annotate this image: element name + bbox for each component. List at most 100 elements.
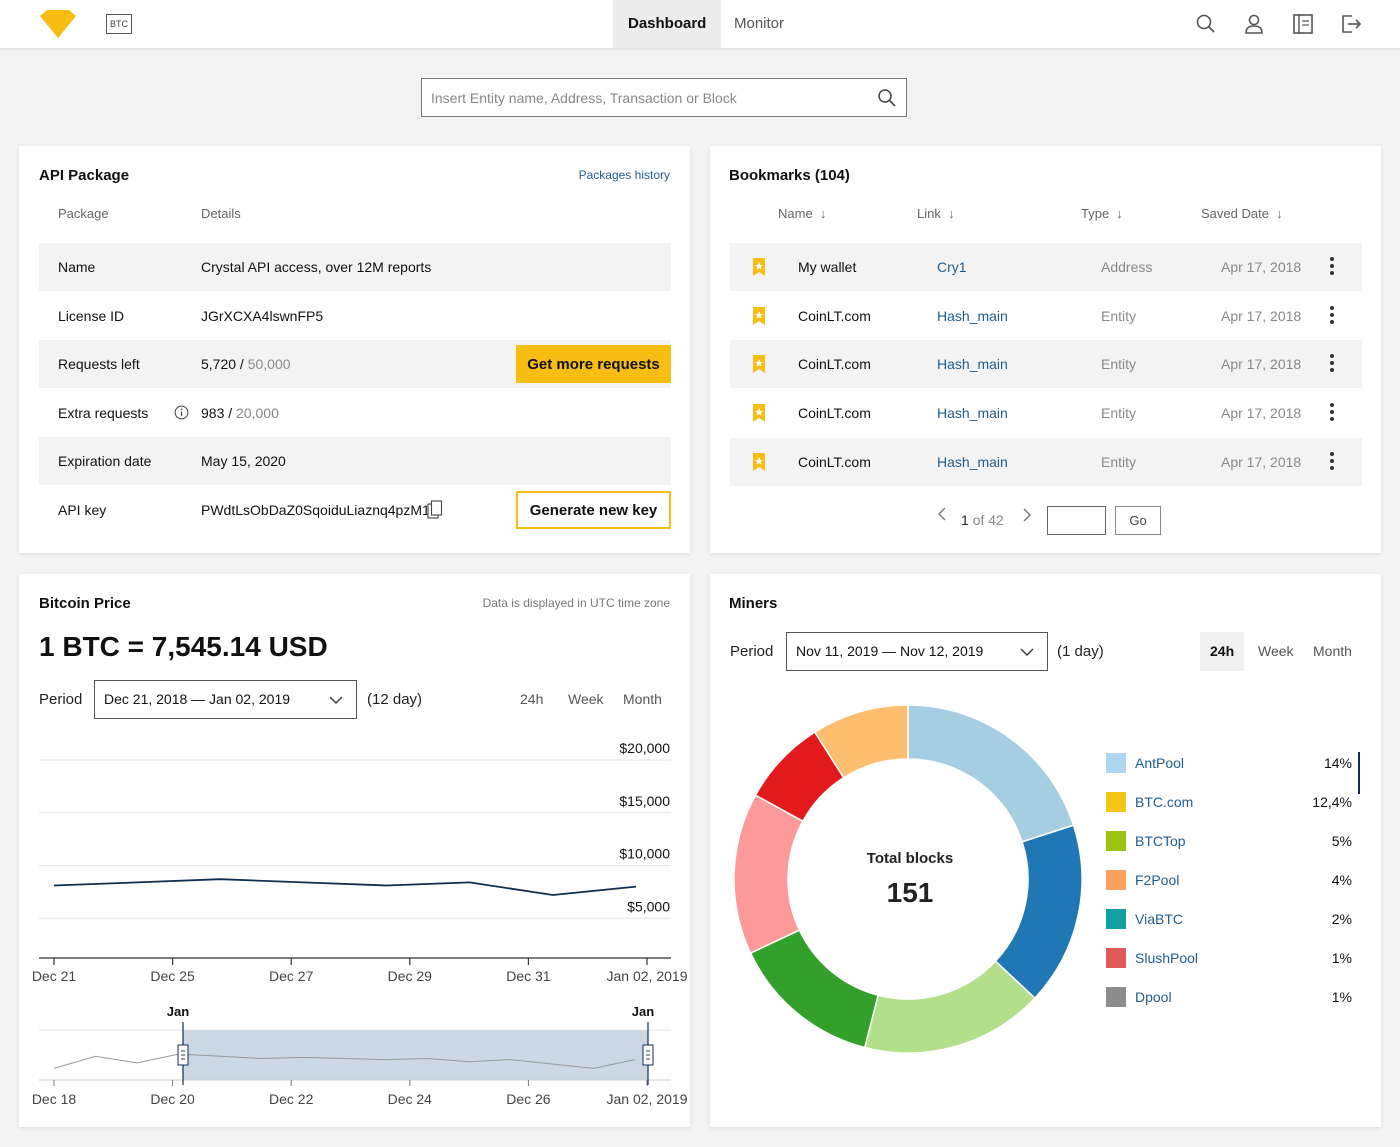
donut-slice[interactable] bbox=[863, 960, 1036, 1054]
bookmark-row[interactable]: CoinLT.com Hash_main Entity Apr 17, 2018 bbox=[730, 340, 1362, 389]
donut-center-value: 151 bbox=[886, 877, 934, 908]
search-input[interactable] bbox=[422, 79, 862, 116]
range-week[interactable]: Week bbox=[568, 691, 604, 707]
bookmark-link[interactable]: Hash_main bbox=[937, 356, 1008, 373]
navigator-selection[interactable] bbox=[183, 1030, 648, 1080]
search-bar bbox=[421, 78, 907, 117]
legend-name[interactable]: Dpool bbox=[1135, 989, 1172, 1005]
sort-link-header[interactable]: Link ↓ bbox=[917, 206, 955, 221]
bookmark-link[interactable]: Hash_main bbox=[937, 405, 1008, 422]
legend-item[interactable]: F2Pool 4% bbox=[1106, 869, 1352, 891]
row-label: License ID bbox=[58, 308, 125, 324]
range-24h[interactable]: 24h bbox=[1200, 632, 1245, 671]
x-tick-label: Dec 25 bbox=[150, 968, 195, 984]
get-more-requests-button[interactable]: Get more requests bbox=[516, 345, 671, 383]
period-select[interactable]: Dec 21, 2018 — Jan 02, 2019 bbox=[94, 680, 357, 719]
range-week[interactable]: Week bbox=[1258, 643, 1294, 659]
legend-item[interactable]: Dpool 1% bbox=[1106, 986, 1352, 1008]
navigator-tick-label: Dec 24 bbox=[388, 1091, 433, 1107]
y-tick-label: $5,000 bbox=[627, 898, 670, 914]
copy-icon[interactable] bbox=[427, 500, 443, 520]
legend-name[interactable]: BTCTop bbox=[1135, 833, 1186, 849]
bookmark-star-icon[interactable] bbox=[752, 452, 766, 472]
more-options-icon[interactable] bbox=[1330, 451, 1336, 472]
more-options-icon[interactable] bbox=[1330, 305, 1336, 326]
more-options-icon[interactable] bbox=[1330, 403, 1336, 423]
go-button[interactable]: Go bbox=[1115, 506, 1161, 535]
tab-monitor[interactable]: Monitor bbox=[734, 15, 785, 32]
diamond-logo-icon[interactable] bbox=[38, 10, 78, 40]
period-label: Period bbox=[730, 643, 774, 660]
bookmarks-card: Bookmarks (104) Name ↓ Link ↓ Type ↓ Sav… bbox=[710, 146, 1381, 553]
legend-name[interactable]: BTC.com bbox=[1135, 794, 1194, 810]
range-24h[interactable]: 24h bbox=[520, 691, 544, 707]
bookmark-link[interactable]: Hash_main bbox=[937, 453, 1008, 470]
legend-item[interactable]: SlushPool 1% bbox=[1106, 947, 1352, 969]
search-icon[interactable] bbox=[877, 88, 897, 108]
sort-name-header[interactable]: Name ↓ bbox=[778, 206, 827, 221]
legend-scrollbar[interactable] bbox=[1358, 752, 1360, 794]
legend-name[interactable]: AntPool bbox=[1135, 755, 1185, 771]
navigator-tick-label: Dec 18 bbox=[32, 1091, 77, 1107]
navigator-label: Jan bbox=[632, 1004, 654, 1019]
legend-item[interactable]: BTCTop 5% bbox=[1106, 830, 1352, 852]
bookmark-link[interactable]: Cry1 bbox=[937, 259, 967, 275]
navigator-series-line bbox=[53, 1053, 636, 1069]
donut-slice[interactable] bbox=[749, 929, 880, 1049]
bookmark-date: Apr 17, 2018 bbox=[1221, 259, 1302, 275]
legend-name[interactable]: SlushPool bbox=[1135, 950, 1199, 966]
extra-requests-row: Extra requests 983 / 20,000 bbox=[39, 389, 671, 437]
bookmark-link[interactable]: Hash_main bbox=[937, 307, 1008, 324]
generate-new-key-button[interactable]: Generate new key bbox=[516, 491, 671, 529]
legend-name[interactable]: ViaBTC bbox=[1135, 911, 1183, 927]
row-label: Requests left bbox=[58, 356, 140, 372]
tab-dashboard[interactable]: Dashboard bbox=[613, 0, 722, 48]
packages-history-link[interactable]: Packages history bbox=[578, 168, 670, 182]
more-options-icon[interactable] bbox=[1330, 257, 1336, 277]
document-icon[interactable] bbox=[1292, 13, 1314, 35]
page-number-input[interactable] bbox=[1047, 506, 1106, 535]
search-icon[interactable] bbox=[1195, 13, 1217, 35]
logout-icon[interactable] bbox=[1340, 13, 1362, 35]
bookmark-date: Apr 17, 2018 bbox=[1221, 307, 1302, 324]
price-line-chart[interactable]: $20,000 $15,000 $10,000 $5,000 Dec 21 Dec 25 D… bbox=[19, 734, 690, 1114]
x-tick-label: Dec 31 bbox=[506, 968, 551, 984]
miners-card: Miners Period Nov 11, 2019 — Nov 12, 201… bbox=[710, 574, 1381, 1127]
price-series-line[interactable] bbox=[53, 878, 637, 896]
range-month[interactable]: Month bbox=[1313, 643, 1352, 659]
bookmark-star-icon[interactable] bbox=[752, 306, 766, 326]
navigator-tick-label: Dec 20 bbox=[150, 1091, 195, 1107]
bookmark-star-icon[interactable] bbox=[752, 257, 766, 277]
more-options-icon[interactable] bbox=[1330, 354, 1336, 374]
bookmark-row[interactable]: CoinLT.com Hash_main Entity Apr 17, 2018 bbox=[730, 389, 1362, 437]
card-title: API Package bbox=[39, 167, 130, 184]
sort-type-header[interactable]: Type ↓ bbox=[1081, 206, 1123, 221]
donut-slice[interactable] bbox=[813, 704, 909, 779]
legend-item[interactable]: ViaBTC 2% bbox=[1106, 908, 1352, 930]
legend-item[interactable]: AntPool 14% bbox=[1106, 752, 1352, 774]
sort-date-header[interactable]: Saved Date ↓ bbox=[1201, 206, 1283, 221]
donut-slice[interactable] bbox=[907, 704, 1075, 843]
legend-swatch bbox=[1106, 948, 1126, 968]
navigator-tick-label: Dec 22 bbox=[269, 1091, 314, 1107]
prev-page-icon[interactable] bbox=[936, 506, 948, 526]
info-icon[interactable] bbox=[174, 405, 189, 420]
bookmark-type: Address bbox=[1101, 259, 1153, 275]
period-select[interactable]: Nov 11, 2019 — Nov 12, 2019 bbox=[786, 632, 1048, 671]
user-icon[interactable] bbox=[1243, 13, 1265, 35]
legend-item[interactable]: BTC.com 12,4% bbox=[1106, 791, 1352, 813]
bookmark-row[interactable]: CoinLT.com Hash_main Entity Apr 17, 2018 bbox=[730, 292, 1362, 340]
miners-donut-chart[interactable] bbox=[730, 702, 1090, 1062]
row-value: Crystal API access, over 12M reports bbox=[201, 259, 432, 275]
bookmark-row[interactable]: My wallet Cry1 Address Apr 17, 2018 bbox=[730, 243, 1362, 291]
bookmark-row[interactable]: CoinLT.com Hash_main Entity Apr 17, 2018 bbox=[730, 437, 1362, 486]
bookmark-star-icon[interactable] bbox=[752, 354, 766, 374]
bookmark-star-icon[interactable] bbox=[752, 403, 766, 423]
btc-price: 1 BTC = 7,545.14 USD bbox=[39, 631, 328, 662]
next-page-icon[interactable] bbox=[1021, 506, 1033, 527]
currency-badge[interactable]: BTC bbox=[106, 14, 132, 34]
legend-name[interactable]: F2Pool bbox=[1135, 872, 1180, 888]
donut-slice[interactable] bbox=[733, 794, 804, 955]
period-label: Period bbox=[39, 691, 83, 708]
range-month[interactable]: Month bbox=[623, 691, 662, 707]
